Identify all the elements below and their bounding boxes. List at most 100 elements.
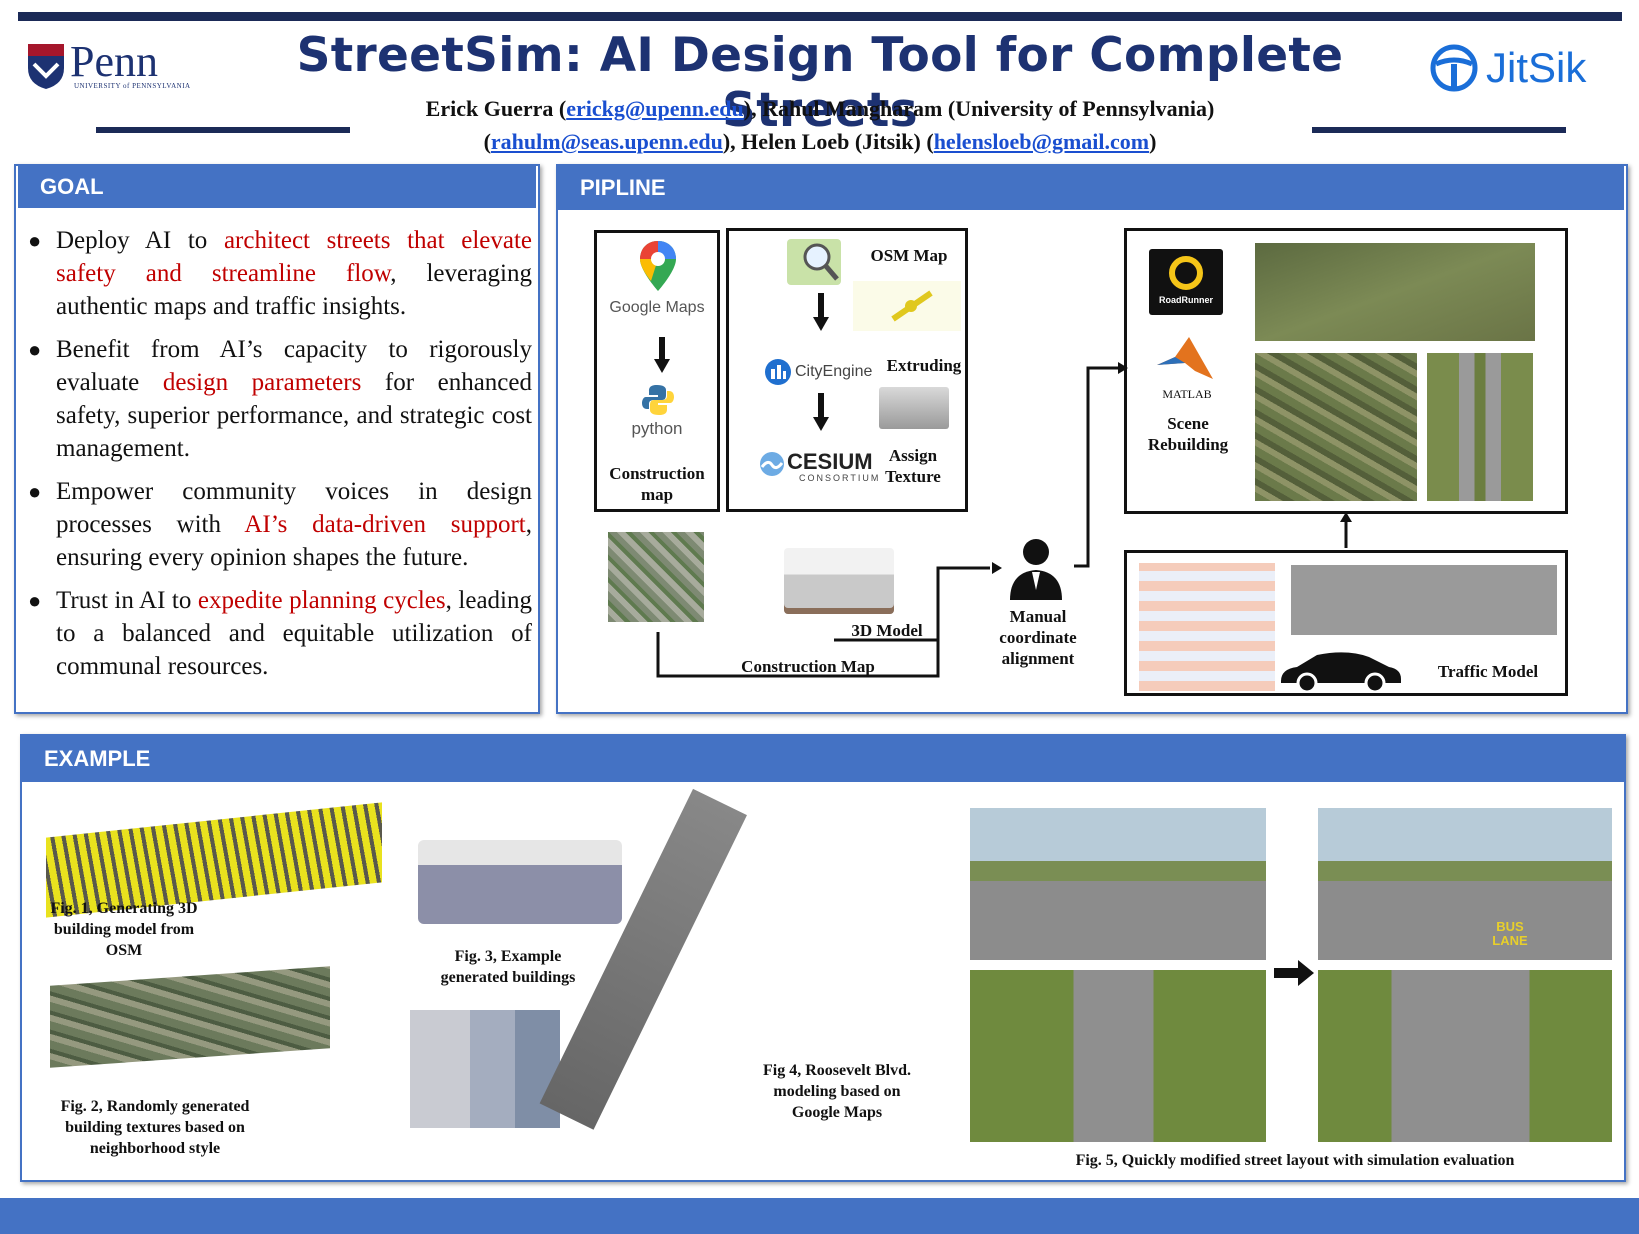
fig3-image-top — [418, 840, 622, 924]
penn-shield-icon — [28, 44, 64, 89]
bus-lane-marking: BUS LANE — [1492, 919, 1528, 948]
car-icon — [1281, 652, 1401, 693]
goal-list: ● Deploy AI to architect streets that ele… — [18, 224, 532, 683]
assign-texture-label: Assign Texture — [885, 446, 941, 486]
cityengine-icon — [765, 359, 791, 385]
author-text: ( — [483, 129, 491, 154]
fig5-after-intersection — [1318, 970, 1612, 1142]
author-block: Erick Guerra (erickg@upenn.edu), Rahul M… — [200, 92, 1440, 158]
aerial-map-image — [608, 532, 704, 622]
goal-highlight: expedite planning cycles — [197, 587, 446, 614]
author-text: ), Rahul Mangharam (University of Pennsy… — [743, 96, 1215, 121]
magnifier-icon — [803, 243, 839, 281]
email-link-erick[interactable]: erickg@upenn.edu — [566, 96, 744, 121]
bullet-icon: ● — [28, 337, 42, 362]
fig3-caption: Fig. 3, Example generated buildings — [440, 948, 576, 986]
traffic-sim-image — [1291, 565, 1557, 635]
email-link-helen[interactable]: helensloeb@gmail.com — [933, 129, 1150, 154]
cesium-label: CESIUM — [787, 449, 873, 474]
construction-map-label: Construction map — [609, 464, 705, 504]
extruding-label: Extruding — [886, 356, 962, 375]
traffic-model-label: Traffic Model — [1437, 662, 1539, 681]
fig5-before-intersection — [970, 970, 1266, 1142]
correlation-heatmap-image — [1139, 563, 1275, 691]
road-scene-image — [1427, 353, 1533, 501]
fig5-before-street — [970, 808, 1266, 960]
author-line-1: Erick Guerra (erickg@upenn.edu), Rahul M… — [200, 92, 1440, 125]
extruded-block-icon — [879, 387, 949, 429]
building-3d-image — [784, 548, 894, 614]
goal-bullet: ● Trust in AI to expedite planning cycles… — [18, 584, 532, 683]
fig3-image-bottom — [410, 1010, 560, 1128]
goal-text: Benefit from AI’s capacity to rigorously… — [56, 336, 532, 396]
goal-text: Trust in AI to — [56, 587, 198, 614]
matlab-label: MATLAB — [1162, 387, 1212, 401]
author-text: ) — [1149, 129, 1157, 154]
goal-bullet: ● Empower community voices in design proc… — [18, 475, 532, 574]
poster-title: StreetSim: AI Design Tool for Complete S… — [296, 28, 1344, 138]
bullet-icon: ● — [28, 588, 42, 613]
goal-highlight: architect streets that elevate safety an… — [56, 227, 532, 287]
example-heading: EXAMPLE — [22, 736, 1624, 782]
goal-bullet: ● Benefit from AI’s capacity to rigorousl… — [18, 333, 532, 465]
cityengine-logo: CityEngine — [765, 359, 885, 387]
roadrunner-label: RoadRunner — [1159, 295, 1213, 305]
goal-text: , leading to a balanced and equitable ut… — [56, 587, 532, 680]
osm-map-label: OSM Map — [870, 246, 948, 265]
roadrunner-logo: RoadRunner — [1149, 249, 1223, 315]
google-maps-pin-icon — [640, 241, 676, 291]
goal-text: for enhanced safety, superior performanc… — [56, 369, 532, 462]
goal-text: Empower community voices in design proce… — [56, 478, 532, 538]
cityengine-label: CityEngine — [795, 363, 873, 380]
python-label: python — [631, 419, 683, 438]
roadrunner-icon — [1169, 256, 1203, 290]
cesium-logo: CESIUM CONSORTIUM — [759, 449, 891, 485]
top-rule — [18, 12, 1622, 21]
right-arrow-icon — [1274, 960, 1314, 986]
author-line-2: (rahulm@seas.upenn.edu), Helen Loeb (Jit… — [200, 125, 1440, 158]
fig2-caption: Fig. 2, Randomly generated building text… — [60, 1098, 250, 1157]
google-maps-label: Google Maps — [609, 299, 705, 316]
penn-logo: Penn UNIVERSITY of PENNSYLVANIA — [26, 37, 190, 94]
penn-subtitle: UNIVERSITY of PENNSYLVANIA — [74, 82, 191, 90]
right-author-rule — [1312, 127, 1566, 133]
fig4-caption: Fig 4, Roosevelt Blvd. modeling based on… — [763, 1062, 911, 1121]
osm-map-icon — [787, 239, 841, 285]
cesium-sublabel: CONSORTIUM — [799, 473, 881, 483]
goal-text: , ensuring every opinion shapes the futu… — [56, 511, 532, 571]
pipeline-heading: PIPLINE — [558, 166, 1624, 210]
aerial-scene-image — [1255, 353, 1417, 501]
road-corridor-image — [1255, 243, 1535, 341]
arrow-down-icon — [813, 393, 829, 431]
goal-bullet: ● Deploy AI to architect streets that ele… — [18, 224, 532, 323]
goal-heading: GOAL — [18, 166, 536, 208]
google-maps-box: Google Maps python Construction map — [594, 230, 720, 512]
cesium-icon — [760, 452, 784, 476]
arrow-down-icon — [654, 337, 670, 373]
matlab-membrane-icon — [1157, 337, 1213, 379]
arrow-down-icon — [813, 293, 829, 331]
fig5-caption: Fig. 5, Quickly modified street layout w… — [1075, 1152, 1515, 1169]
author-text: Erick Guerra ( — [425, 96, 567, 121]
goal-text: Deploy AI to — [56, 227, 224, 254]
goal-panel — [14, 164, 540, 714]
osm-cityengine-box: OSM Map CityEngine Extruding CESIUM CONS… — [726, 228, 968, 512]
fig1-caption: Fig. 1, Generating 3D building model fro… — [50, 900, 198, 959]
goal-body: ● Deploy AI to architect streets that ele… — [18, 224, 532, 693]
steering-wheel-icon — [1430, 44, 1478, 92]
manual-alignment-label: Manual coordinate alignment — [999, 607, 1077, 668]
jitsik-wordmark: JitSik — [1486, 44, 1587, 91]
person-icon — [1010, 539, 1062, 600]
jitsik-logo: JitSik — [1428, 42, 1618, 94]
goal-highlight: AI’s data-driven support — [244, 511, 526, 538]
left-author-rule — [96, 127, 350, 133]
bullet-icon: ● — [28, 479, 42, 504]
goal-highlight: design parameters — [162, 369, 362, 396]
author-text: ), Helen Loeb (Jitsik) ( — [722, 129, 934, 154]
fig5-after-street: BUS LANE — [1318, 808, 1612, 960]
email-link-rahul[interactable]: rahulm@seas.upenn.edu — [490, 129, 723, 154]
construction-map-flow-label: Construction Map — [741, 657, 875, 676]
goal-text: , leveraging authentic maps and traffic … — [56, 260, 532, 320]
penn-wordmark: Penn — [70, 37, 158, 86]
scene-rebuilding-box: RoadRunner MATLAB Scene Rebuilding — [1124, 228, 1568, 514]
